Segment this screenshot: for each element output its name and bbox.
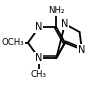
Text: N: N xyxy=(61,19,69,29)
Text: N: N xyxy=(78,45,86,55)
Text: NH₂: NH₂ xyxy=(48,6,65,15)
Text: N: N xyxy=(35,53,43,63)
Text: N: N xyxy=(35,22,43,32)
Text: OCH₃: OCH₃ xyxy=(2,38,25,47)
Text: CH₃: CH₃ xyxy=(31,70,47,79)
